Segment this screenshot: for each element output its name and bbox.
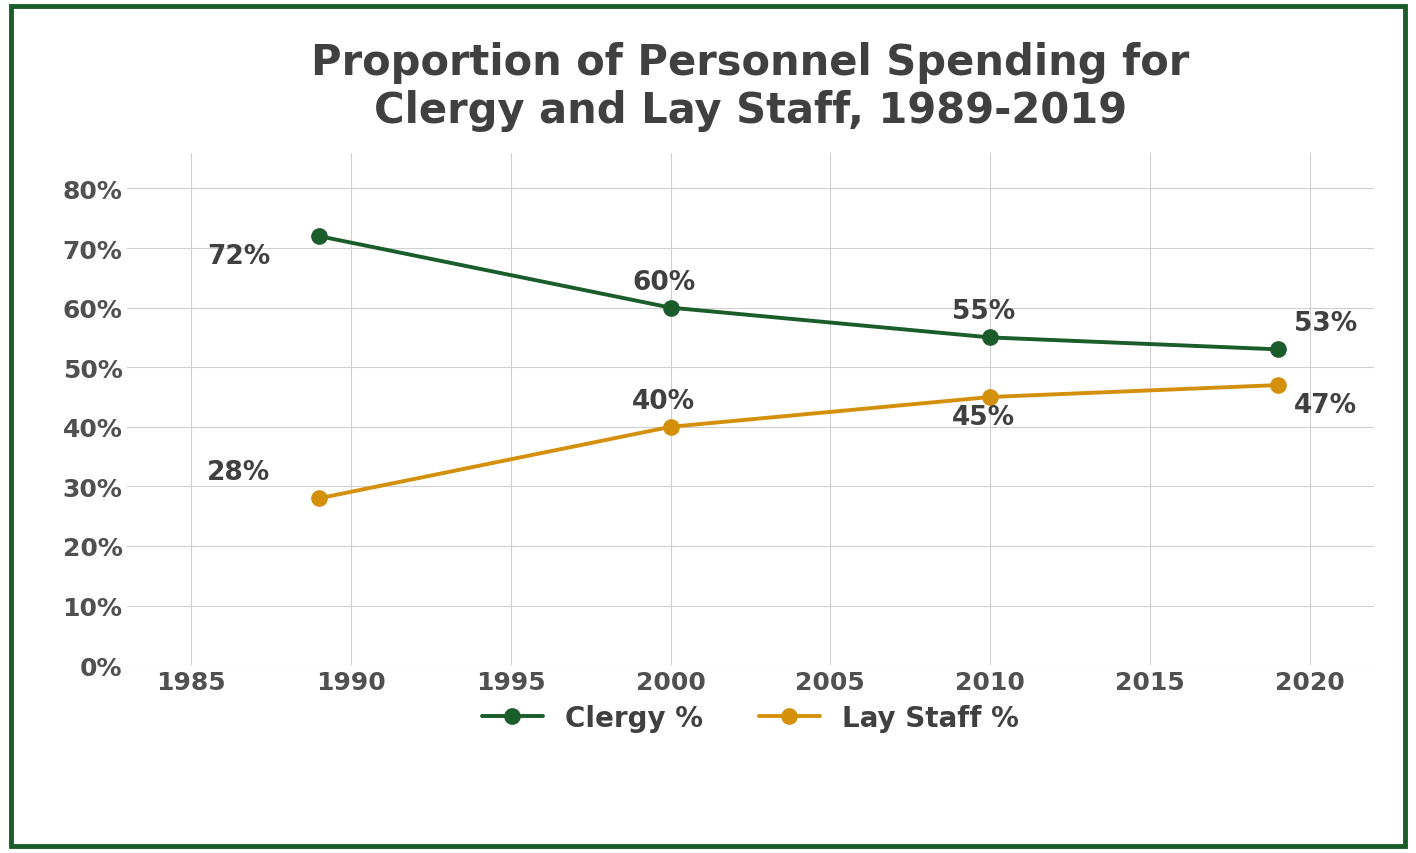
Clergy %: [663, 303, 680, 313]
Clergy %: [981, 333, 998, 343]
Text: 40%: 40%: [633, 388, 695, 415]
Text: 28%: 28%: [207, 460, 270, 485]
Lay Staff %: [310, 494, 327, 504]
Lay Staff %: [981, 392, 998, 403]
Lay Staff %: [663, 422, 680, 432]
Line: Lay Staff %: Lay Staff %: [312, 378, 1286, 507]
Clergy %: [310, 232, 327, 242]
Line: Clergy %: Clergy %: [312, 229, 1286, 357]
Title: Proportion of Personnel Spending for
Clergy and Lay Staff, 1989-2019: Proportion of Personnel Spending for Cle…: [312, 42, 1189, 132]
Text: 60%: 60%: [633, 270, 695, 295]
Text: 45%: 45%: [952, 404, 1015, 430]
Legend: Clergy %, Lay Staff %: Clergy %, Lay Staff %: [472, 693, 1029, 744]
Clergy %: [1269, 345, 1286, 355]
Text: 55%: 55%: [952, 299, 1015, 325]
Text: 72%: 72%: [207, 244, 270, 270]
Text: 47%: 47%: [1294, 392, 1357, 418]
Text: 53%: 53%: [1294, 310, 1357, 337]
Lay Staff %: [1269, 380, 1286, 391]
